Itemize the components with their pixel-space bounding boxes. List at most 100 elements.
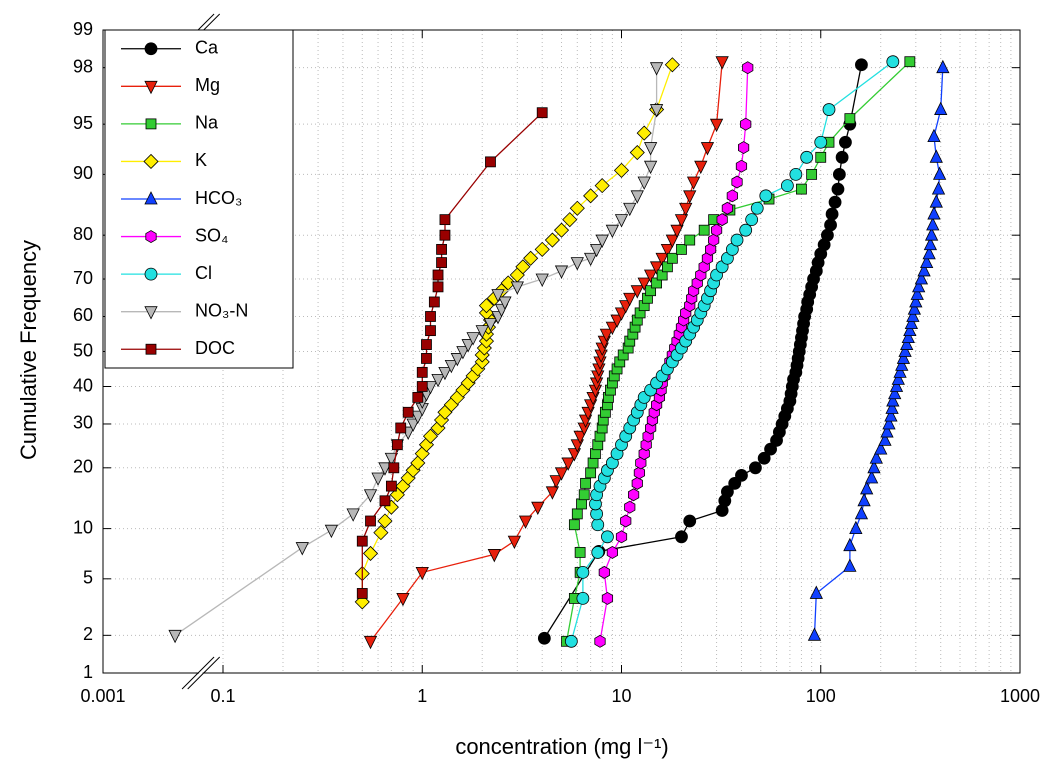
- data-point: [698, 224, 710, 236]
- data-point: [554, 265, 569, 279]
- data-point: [536, 107, 548, 119]
- data-point: [666, 252, 678, 264]
- data-point: [807, 627, 822, 641]
- data-point: [912, 278, 926, 293]
- data-point: [710, 223, 723, 237]
- data-point: [922, 245, 936, 260]
- data-point: [631, 476, 643, 490]
- y-tick-label: 60: [73, 305, 93, 325]
- data-point: [545, 486, 560, 500]
- x-tick-label: 1000: [1000, 686, 1040, 706]
- data-point: [854, 505, 869, 520]
- data-point: [843, 537, 857, 552]
- data-point: [636, 125, 652, 141]
- legend-label: NO₃-N: [195, 300, 248, 320]
- data-point: [917, 263, 931, 277]
- y-tick-label: 50: [73, 340, 93, 360]
- data-point: [478, 298, 495, 314]
- data-point: [864, 470, 879, 484]
- data-point: [594, 178, 610, 194]
- data-point: [562, 212, 578, 228]
- data-point: [411, 410, 425, 425]
- data-point: [601, 530, 614, 544]
- data-point: [574, 547, 586, 558]
- data-point: [388, 462, 400, 474]
- data-point: [828, 195, 842, 209]
- data-point: [485, 156, 496, 168]
- data-point: [643, 160, 658, 175]
- data-point: [561, 457, 575, 471]
- data-point: [544, 232, 560, 248]
- data-point: [363, 489, 378, 503]
- x-tick-label: 0.1: [210, 686, 235, 706]
- data-point: [815, 151, 827, 163]
- data-point: [857, 492, 871, 507]
- legend-label: HCO₃: [195, 188, 242, 208]
- data-point: [831, 182, 845, 196]
- data-point: [649, 261, 664, 275]
- data-point: [595, 234, 609, 248]
- data-point: [491, 289, 505, 303]
- data-point: [684, 234, 696, 246]
- data-point: [822, 103, 836, 116]
- data-point: [832, 167, 846, 181]
- data-point: [909, 294, 923, 308]
- data-point: [324, 524, 339, 539]
- data-point: [705, 242, 717, 256]
- data-point: [731, 175, 743, 189]
- data-point: [534, 241, 550, 257]
- data-point: [384, 452, 399, 467]
- data-point: [144, 267, 158, 281]
- data-point: [615, 530, 628, 544]
- data-point: [660, 243, 675, 258]
- data-point: [580, 477, 591, 489]
- data-point: [700, 142, 715, 156]
- data-point: [436, 243, 447, 255]
- data-point: [421, 339, 432, 350]
- data-point: [694, 160, 708, 175]
- data-point: [613, 162, 630, 178]
- data-point: [144, 191, 158, 205]
- y-tick-label: 1: [83, 662, 93, 682]
- y-tick-label: 10: [73, 517, 93, 537]
- data-point: [742, 61, 754, 75]
- data-point: [576, 498, 587, 510]
- data-point: [914, 271, 929, 285]
- data-point: [531, 501, 545, 516]
- data-point: [679, 202, 693, 217]
- data-point: [356, 535, 368, 547]
- data-point: [740, 117, 752, 131]
- data-point: [436, 257, 447, 268]
- data-point: [432, 281, 444, 293]
- data-point: [439, 229, 451, 241]
- data-point: [664, 57, 680, 73]
- data-point: [610, 314, 624, 328]
- data-point: [889, 378, 904, 392]
- data-point: [425, 311, 436, 322]
- data-point: [144, 306, 158, 320]
- data-point: [750, 201, 764, 215]
- data-point: [576, 565, 590, 579]
- data-point: [884, 408, 898, 422]
- legend-label: SO₄: [195, 225, 228, 245]
- data-point: [730, 233, 744, 247]
- data-point: [874, 441, 888, 455]
- data-point: [371, 472, 385, 486]
- data-point: [676, 243, 687, 255]
- data-point: [926, 217, 940, 231]
- data-point: [145, 343, 157, 355]
- data-point: [645, 285, 657, 297]
- data-point: [605, 321, 620, 336]
- data-point: [904, 315, 919, 329]
- data-point: [906, 308, 920, 322]
- data-point: [806, 168, 818, 180]
- y-tick-label: 90: [73, 163, 93, 183]
- data-point: [518, 515, 533, 529]
- data-point: [929, 149, 943, 163]
- y-tick-label: 30: [73, 413, 93, 433]
- data-point: [670, 224, 684, 239]
- data-point: [745, 213, 759, 227]
- data-point: [789, 167, 803, 181]
- y-tick-label: 95: [73, 113, 93, 133]
- data-point: [835, 150, 849, 164]
